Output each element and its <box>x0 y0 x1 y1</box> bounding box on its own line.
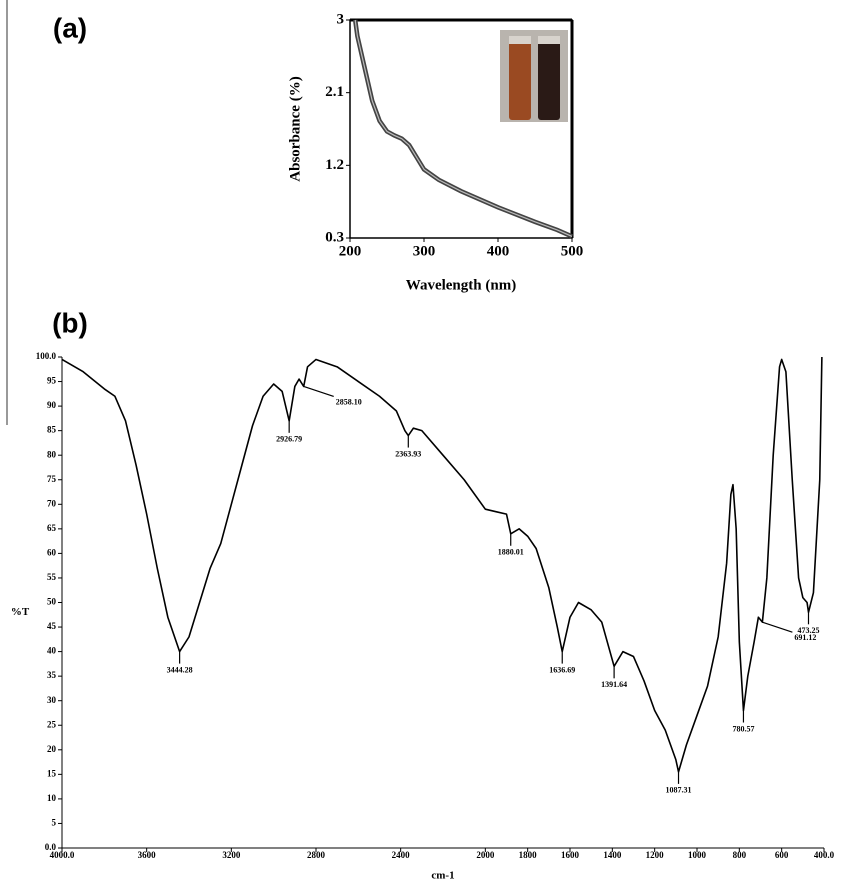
x-tick-label: 3600 <box>138 850 157 860</box>
x-axis-title: Wavelength (nm) <box>406 277 516 293</box>
y-tick-label: 20 <box>47 744 57 754</box>
annotation-label: 1880.01 <box>498 548 524 557</box>
y-tick-label: 65 <box>47 523 57 533</box>
x-tick-label: 1400 <box>603 850 622 860</box>
annotation-label: 691.12 <box>794 633 816 642</box>
annotation-label: 1636.69 <box>549 665 575 674</box>
annotation-label: 1391.64 <box>601 680 627 689</box>
y-tick-label: 40 <box>47 646 57 656</box>
x-tick-label: 1200 <box>646 850 665 860</box>
x-tick-label: 1000 <box>688 850 707 860</box>
y-tick-label: 60 <box>47 547 57 557</box>
y-tick-label: 1.2 <box>325 157 344 173</box>
x-tick-label: 800 <box>733 850 747 860</box>
y-tick-label: 90 <box>47 400 57 410</box>
inset-photo <box>500 30 568 122</box>
x-tick-label: 4000.0 <box>50 850 75 860</box>
panel-label: (a) <box>53 12 87 43</box>
x-tick-label: 300 <box>413 243 436 259</box>
x-tick-label: 2400 <box>392 850 411 860</box>
annotation-label: 2926.79 <box>276 435 302 444</box>
x-tick-label: 400 <box>487 243 510 259</box>
annotation-leader <box>303 385 334 398</box>
y-tick-label: 75 <box>47 474 57 484</box>
data-line <box>354 19 573 237</box>
x-tick-label: 2000 <box>476 850 495 860</box>
annotation-leader <box>762 621 793 633</box>
annotation-label: 1087.31 <box>666 786 692 795</box>
x-axis-title: cm-1 <box>431 870 454 882</box>
y-tick-label: 2.1 <box>325 84 344 100</box>
y-axis-title: %T <box>11 606 30 618</box>
y-tick-label: 35 <box>47 670 57 680</box>
x-tick-label: 500 <box>561 243 584 259</box>
y-tick-label: 0.3 <box>325 229 344 245</box>
y-tick-label: 55 <box>47 572 57 582</box>
y-tick-label: 15 <box>47 768 57 778</box>
x-tick-label: 1800 <box>519 850 538 860</box>
x-tick-label: 2800 <box>307 850 326 860</box>
x-tick-label: 600 <box>775 850 789 860</box>
annotation-label: 473.25 <box>797 626 819 635</box>
y-tick-label: 50 <box>47 597 57 607</box>
annotation-label: 2858.10 <box>336 397 362 406</box>
y-tick-label: 100.0 <box>36 351 57 361</box>
x-tick-label: 400.0 <box>814 850 835 860</box>
annotation-label: 3444.28 <box>167 665 193 674</box>
y-tick-label: 70 <box>47 498 57 508</box>
y-tick-label: 0.0 <box>45 842 57 852</box>
annotation-label: 780.57 <box>732 724 754 733</box>
y-tick-label: 80 <box>47 449 57 459</box>
x-tick-label: 200 <box>339 243 362 259</box>
y-tick-label: 5 <box>52 818 57 828</box>
y-tick-label: 10 <box>47 793 57 803</box>
panel-label: (b) <box>52 307 88 338</box>
y-tick-label: 45 <box>47 621 57 631</box>
y-axis-title: Absorbance (%) <box>287 76 303 181</box>
x-tick-label: 1600 <box>561 850 580 860</box>
y-tick-label: 25 <box>47 719 57 729</box>
annotation-label: 2363.93 <box>395 449 421 458</box>
x-tick-label: 3200 <box>222 850 241 860</box>
y-tick-label: 3 <box>337 11 345 27</box>
data-line <box>61 356 823 773</box>
y-tick-label: 95 <box>47 376 57 386</box>
y-tick-label: 30 <box>47 695 57 705</box>
y-tick-label: 85 <box>47 425 57 435</box>
